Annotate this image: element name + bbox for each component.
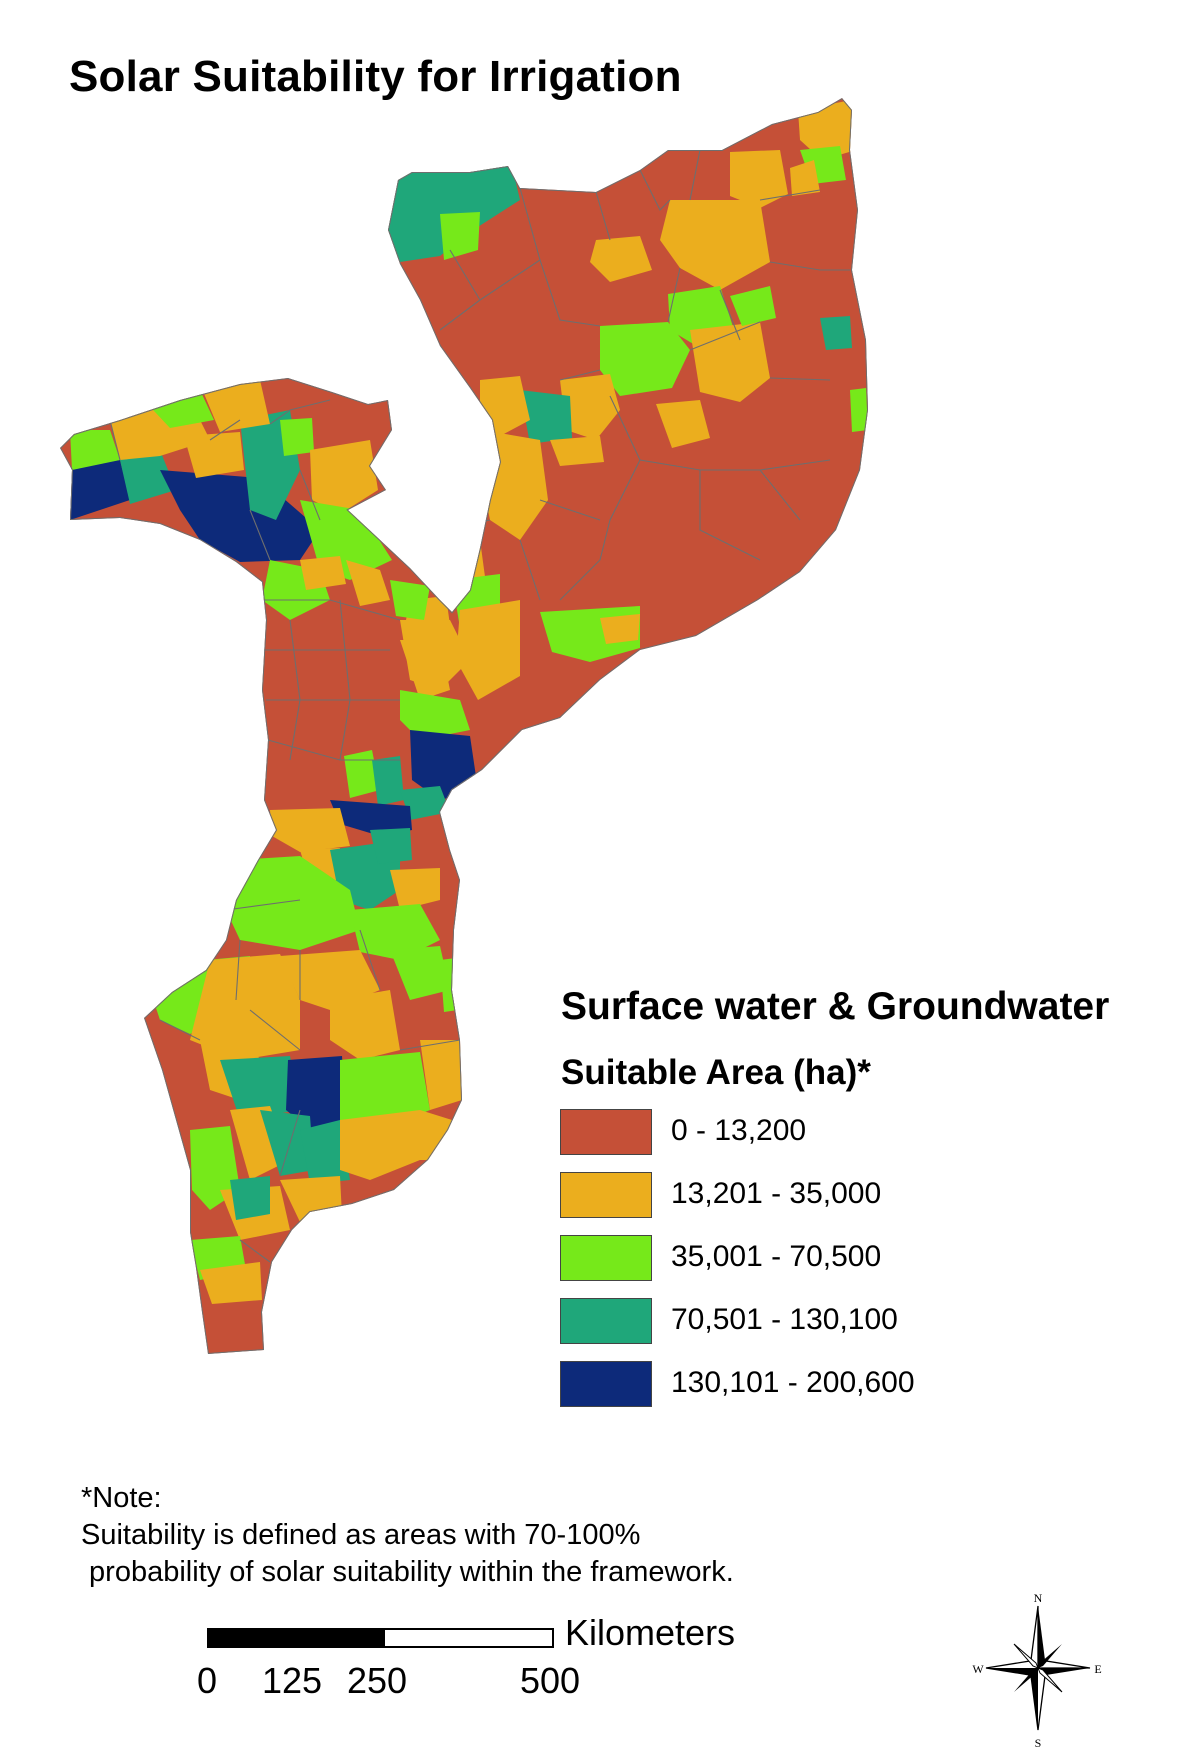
district-polygon — [440, 212, 480, 260]
compass-w-label: W — [972, 1662, 984, 1676]
district-polygon — [456, 600, 520, 700]
district-polygon — [280, 950, 380, 1010]
district-polygon — [790, 160, 820, 196]
district-polygon — [200, 1262, 262, 1304]
legend-swatch — [560, 1109, 652, 1155]
district-polygon — [520, 390, 572, 444]
scale-bar-tick-label: 125 — [262, 1660, 323, 1701]
legend-subtitle: Suitable Area (ha)* — [561, 1053, 871, 1092]
compass-rose-icon: N S E W — [972, 1591, 1101, 1750]
scale-bar-tick-label: 250 — [347, 1660, 408, 1701]
district-polygon — [190, 1126, 240, 1210]
district-polygon — [330, 990, 400, 1060]
note-line: Suitability is defined as areas with 70-… — [81, 1519, 641, 1551]
district-polygon — [560, 374, 620, 440]
legend-title: Surface water & Groundwater — [561, 985, 1110, 1028]
district-polygon — [600, 614, 640, 644]
district-polygon — [656, 400, 710, 448]
map-title: Solar Suitability for Irrigation — [69, 52, 682, 101]
compass-s-label: S — [1035, 1736, 1042, 1750]
country-outline — [60, 98, 868, 1354]
district-polygon — [300, 556, 346, 590]
district-polygon — [410, 730, 478, 800]
district-polygon — [730, 150, 788, 208]
compass-e-label: E — [1094, 1662, 1101, 1676]
scale-bar-white-segment — [383, 1628, 554, 1648]
district-polygon — [60, 460, 130, 520]
district-polygon — [344, 750, 380, 798]
district-polygon — [660, 200, 770, 290]
district-borders — [109, 149, 850, 1263]
district-polygon — [70, 430, 120, 470]
legend-label: 70,501 - 130,100 — [671, 1303, 898, 1336]
district-polygon — [730, 286, 776, 326]
district-polygon — [120, 450, 176, 504]
district-polygon — [600, 322, 690, 396]
compass-n-label: N — [1034, 1591, 1043, 1605]
note-heading: *Note: — [81, 1482, 162, 1514]
scale-bar-tick-label: 0 — [197, 1660, 218, 1701]
district-polygon — [370, 828, 412, 864]
district-polygon — [270, 808, 350, 852]
district-polygon — [310, 440, 378, 514]
footnote: *Note: Suitability is defined as areas w… — [81, 1480, 734, 1591]
district-polygon — [330, 800, 412, 836]
district-polygon — [400, 690, 470, 740]
district-polygon — [286, 1056, 346, 1130]
district-polygon — [390, 580, 430, 620]
note-line: probability of solar suitability within … — [81, 1556, 734, 1588]
district-polygon — [390, 868, 440, 910]
district-polygon — [420, 1040, 462, 1110]
district-polygon — [820, 316, 852, 350]
district-polygon — [190, 954, 300, 1060]
scale-bar — [207, 1628, 554, 1648]
legend-swatch — [560, 1298, 652, 1344]
scale-bar-unit: Kilometers — [565, 1612, 736, 1653]
district-polygon — [400, 620, 470, 690]
district-polygon — [390, 946, 450, 1000]
district-polygon — [350, 904, 440, 960]
district-polygon — [372, 756, 404, 806]
district-polygon — [300, 1120, 350, 1184]
legend-swatch — [560, 1361, 652, 1407]
legend-label: 0 - 13,200 — [671, 1114, 807, 1147]
legend-swatch — [560, 1172, 652, 1218]
district-polygon — [260, 1110, 314, 1176]
district-polygon — [400, 786, 450, 820]
scale-bar-tick-label: 500 — [520, 1660, 581, 1701]
district-polygon — [200, 380, 270, 432]
scale-bar-black-segment — [208, 1629, 384, 1647]
district-polygon — [346, 560, 390, 606]
district-polygon — [550, 436, 604, 466]
district-polygon — [220, 1056, 300, 1120]
district-polygon — [184, 432, 244, 478]
district-polygon — [280, 418, 314, 456]
district-polygon — [850, 388, 868, 432]
district-polygon — [340, 1052, 430, 1130]
district-polygon — [340, 1110, 420, 1180]
district-polygon — [798, 100, 856, 160]
legend-label: 35,001 - 70,500 — [671, 1240, 882, 1273]
legend-label: 130,101 - 200,600 — [671, 1366, 915, 1399]
legend-swatch — [560, 1235, 652, 1281]
district-polygon — [226, 856, 360, 950]
legend-label: 13,201 - 35,000 — [671, 1177, 882, 1210]
district-polygon — [590, 236, 652, 282]
district-polygon — [230, 1176, 270, 1220]
